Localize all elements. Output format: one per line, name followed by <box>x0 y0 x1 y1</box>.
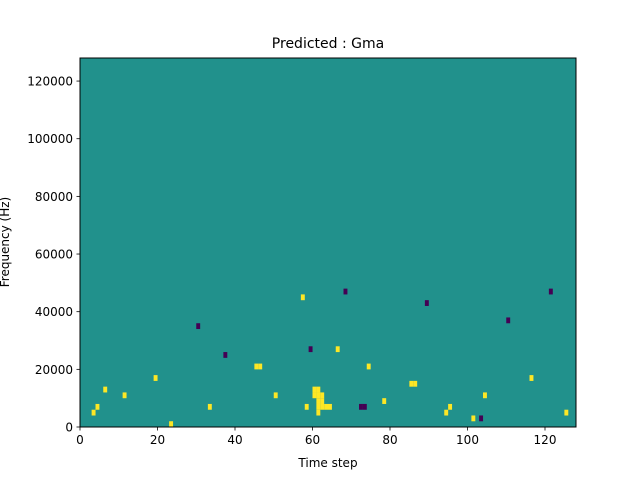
heatmap-cell <box>300 294 305 301</box>
y-tick-label: 80000 <box>35 190 73 204</box>
axes-frame <box>79 57 577 428</box>
heatmap-cell <box>316 409 321 416</box>
heatmap-cell <box>548 288 553 295</box>
heatmap-cell <box>273 392 278 399</box>
heatmap-cell <box>153 375 158 381</box>
heatmap-cell <box>316 392 321 399</box>
heatmap-cell <box>324 403 329 410</box>
heatmap-cell <box>320 403 325 410</box>
heatmap-cell <box>254 363 259 370</box>
heatmap-cell <box>223 352 228 358</box>
y-axis-label: Frequency (Hz) <box>0 197 12 288</box>
heatmap-cell <box>258 363 263 370</box>
heatmap-cell <box>95 403 100 410</box>
heatmap-cell <box>328 403 332 410</box>
heatmap-cell <box>312 386 317 393</box>
heatmap-cell <box>444 409 449 416</box>
heatmap-cell <box>564 409 569 416</box>
heatmap-cell <box>359 403 363 410</box>
heatmap-cell <box>169 421 174 428</box>
y-tick-label: 100000 <box>27 132 73 146</box>
heatmap-cell <box>207 403 212 410</box>
heatmap-cell <box>320 392 325 399</box>
x-tick-label: 60 <box>305 433 320 447</box>
y-tick-label: 40000 <box>35 305 73 319</box>
heatmap-cell <box>366 363 371 370</box>
x-tick-label: 40 <box>227 433 242 447</box>
x-tick-label: 0 <box>76 433 84 447</box>
heatmap-cell <box>483 392 487 399</box>
y-axis-ticks: 0 20000 40000 60000 80000 100000 120000 <box>27 75 80 435</box>
heatmap-cell <box>448 403 453 410</box>
heatmap-cell <box>413 380 418 387</box>
heatmap-cell <box>529 375 534 381</box>
heatmap-cell <box>362 403 367 410</box>
y-tick-label: 120000 <box>27 75 73 89</box>
heatmap-cell <box>316 386 321 393</box>
y-tick-label: 60000 <box>35 248 73 262</box>
y-tick-label: 0 <box>65 421 73 435</box>
x-axis-label: Time step <box>297 456 357 470</box>
heatmap-cell <box>382 398 387 404</box>
heatmap-cell <box>316 398 321 404</box>
heatmap-cell <box>308 346 313 353</box>
heatmap-cell <box>91 409 96 416</box>
heatmap-cell <box>409 380 414 387</box>
heatmap-cell <box>471 415 476 422</box>
heatmap-cell <box>335 346 340 353</box>
heatmap-cell <box>316 403 321 410</box>
heatmap-cell <box>196 323 201 330</box>
x-tick-label: 20 <box>150 433 165 447</box>
heatmap-cell <box>312 392 317 399</box>
x-tick-label: 120 <box>534 433 557 447</box>
heatmap-cell <box>479 415 484 422</box>
heatmap-cell <box>304 403 309 410</box>
y-tick-label: 20000 <box>35 363 73 377</box>
heatmap-cell <box>320 398 325 404</box>
heatmap-cell <box>122 392 127 399</box>
x-tick-label: 100 <box>456 433 479 447</box>
x-tick-label: 80 <box>382 433 397 447</box>
heatmap-cell <box>343 288 348 295</box>
heatmap-background-cells <box>80 58 576 427</box>
heatmap-cell <box>506 317 511 324</box>
x-axis-ticks: 0 20 40 60 80 100 120 <box>76 427 556 447</box>
heatmap-cell <box>424 300 429 306</box>
heatmap-cells <box>80 58 576 428</box>
heatmap-cell <box>103 386 108 393</box>
chart-title: Predicted : Gma <box>272 36 384 52</box>
